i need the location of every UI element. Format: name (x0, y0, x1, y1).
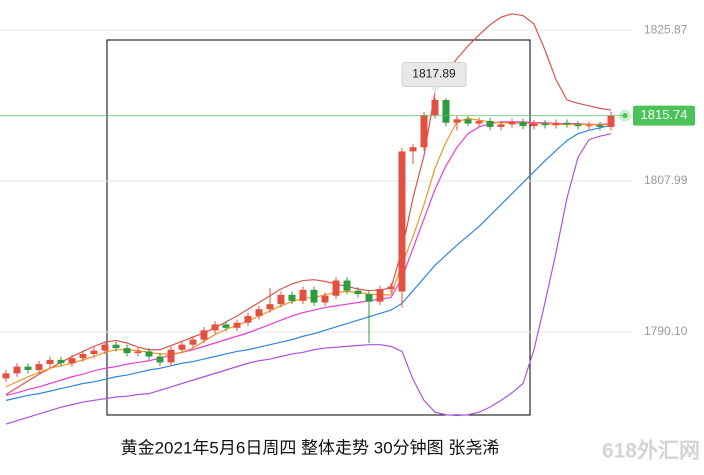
candle-body (178, 344, 186, 350)
candle-body (222, 324, 230, 328)
candle-body (244, 315, 252, 323)
candle-body (585, 125, 593, 127)
indicator-line (5, 133, 612, 425)
candle-body (288, 294, 296, 301)
candle-body (134, 351, 142, 354)
candle-body (541, 123, 549, 126)
candle-body (442, 99, 450, 123)
candle-body (519, 121, 527, 127)
candle-body (343, 280, 351, 291)
candle-body (552, 122, 560, 126)
candle-body (266, 304, 274, 310)
candle-body (90, 350, 98, 354)
candle-body (101, 344, 109, 351)
candle-body (57, 359, 65, 364)
candle-body (376, 288, 384, 302)
candle-body (596, 125, 604, 127)
candle-body (299, 289, 307, 301)
candle-body (145, 351, 153, 357)
candle-body (277, 294, 285, 305)
indicator-line (5, 117, 612, 388)
candle-body (431, 99, 439, 116)
indicator-line (5, 13, 612, 395)
candle-body (398, 151, 406, 292)
candle-body (409, 147, 417, 152)
candle-body (475, 121, 483, 124)
indicator-line (5, 121, 612, 396)
candle-body (563, 122, 571, 125)
y-tick-label: 1825.87 (644, 22, 688, 36)
candle-body (607, 115, 615, 127)
candle-body (200, 330, 208, 340)
candle-body (464, 119, 472, 124)
candle-body (365, 294, 373, 302)
candle-body (156, 356, 164, 363)
candle-body (79, 353, 87, 359)
candle-body (530, 123, 538, 127)
candle-body (24, 366, 32, 371)
candle-body (46, 359, 54, 365)
y-tick-label: 1807.99 (644, 173, 688, 187)
max-label-pointer (430, 86, 440, 94)
candle-body (167, 349, 175, 363)
y-tick-label: 1790.10 (644, 324, 688, 338)
candle-body (486, 121, 494, 127)
candle-body (255, 309, 263, 316)
last-price-dot (622, 113, 628, 119)
candle-body (35, 364, 43, 371)
candle-body (310, 289, 318, 303)
candle-body (574, 124, 582, 127)
candle-body (2, 373, 10, 379)
candle-body (453, 119, 461, 123)
candle-body (233, 322, 241, 328)
candle-body (211, 324, 219, 331)
indicator-line (5, 124, 612, 401)
candle-body (420, 115, 428, 148)
candle-body (13, 366, 21, 374)
plot: 1790.10 1807.99 1825.87 1817.89 1815.74 (0, 13, 695, 425)
watermark: 618外汇网 (602, 439, 700, 463)
max-label: 1817.89 (412, 67, 456, 81)
chart-title: 黄金2021年5月6日周四 整体走势 30分钟图 张尧浠 (121, 438, 500, 457)
last-price-label: 1815.74 (641, 107, 688, 122)
frame-box (106, 39, 531, 416)
candle-body (387, 286, 395, 289)
candle-body (508, 121, 516, 125)
candle-body (112, 344, 120, 349)
candle-body (497, 124, 505, 127)
last-price-box (633, 105, 695, 126)
max-label-box (401, 61, 467, 87)
candle-body (354, 290, 362, 295)
candle-body (123, 348, 131, 354)
candle-body (68, 358, 76, 364)
candle-body (321, 295, 329, 303)
candle-body (189, 339, 197, 345)
candle-body (332, 280, 340, 296)
